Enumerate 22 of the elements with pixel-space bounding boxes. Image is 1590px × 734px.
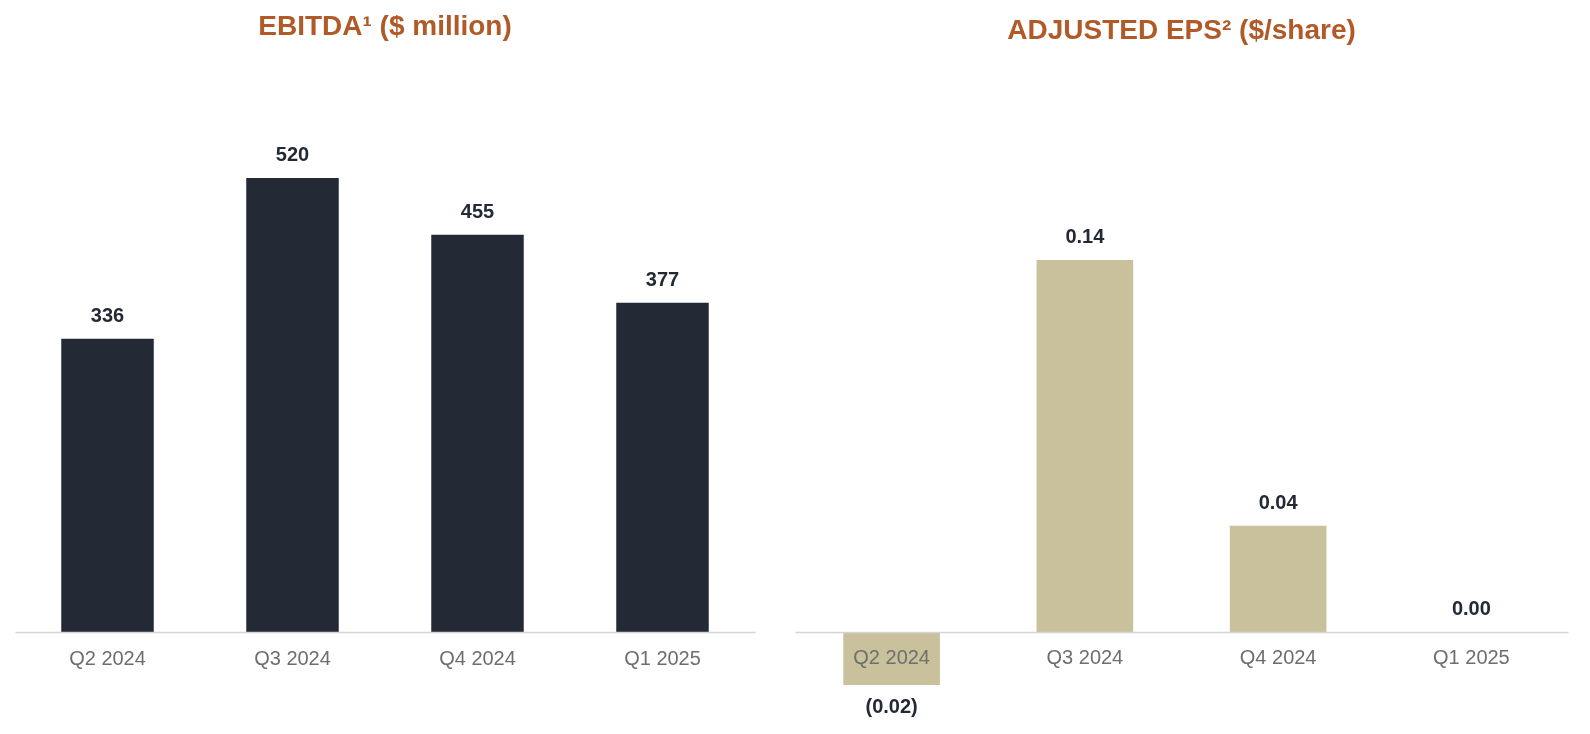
data-label: 0.04 [1258,490,1299,513]
data-label: (0.02) [865,695,918,717]
data-label: 336 [90,303,125,326]
x-tick-label: Q3 2024 [254,646,331,669]
data-label: 455 [460,199,495,222]
x-tick-label: Q1 2025 [624,646,701,669]
data-label: 520 [275,143,310,165]
data-label: 0.00 [1451,596,1491,619]
x-tick-label: Q2 2024 [853,646,930,669]
x-tick-label: Q4 2024 [1239,646,1317,669]
bar [61,338,154,632]
bar [431,234,524,632]
bar [616,302,709,632]
x-tick-label: Q1 2025 [1433,646,1510,669]
x-tick-label: Q3 2024 [1046,646,1124,669]
data-label: 377 [645,267,680,290]
chart-title: ADJUSTED EPS² ($/share) [1007,14,1356,45]
data-label: 0.14 [1065,225,1106,247]
x-tick-label: Q2 2024 [69,646,146,669]
x-tick-label: Q4 2024 [439,646,516,669]
chart-title: EBITDA¹ ($ million) [258,10,512,41]
bar [246,178,339,632]
